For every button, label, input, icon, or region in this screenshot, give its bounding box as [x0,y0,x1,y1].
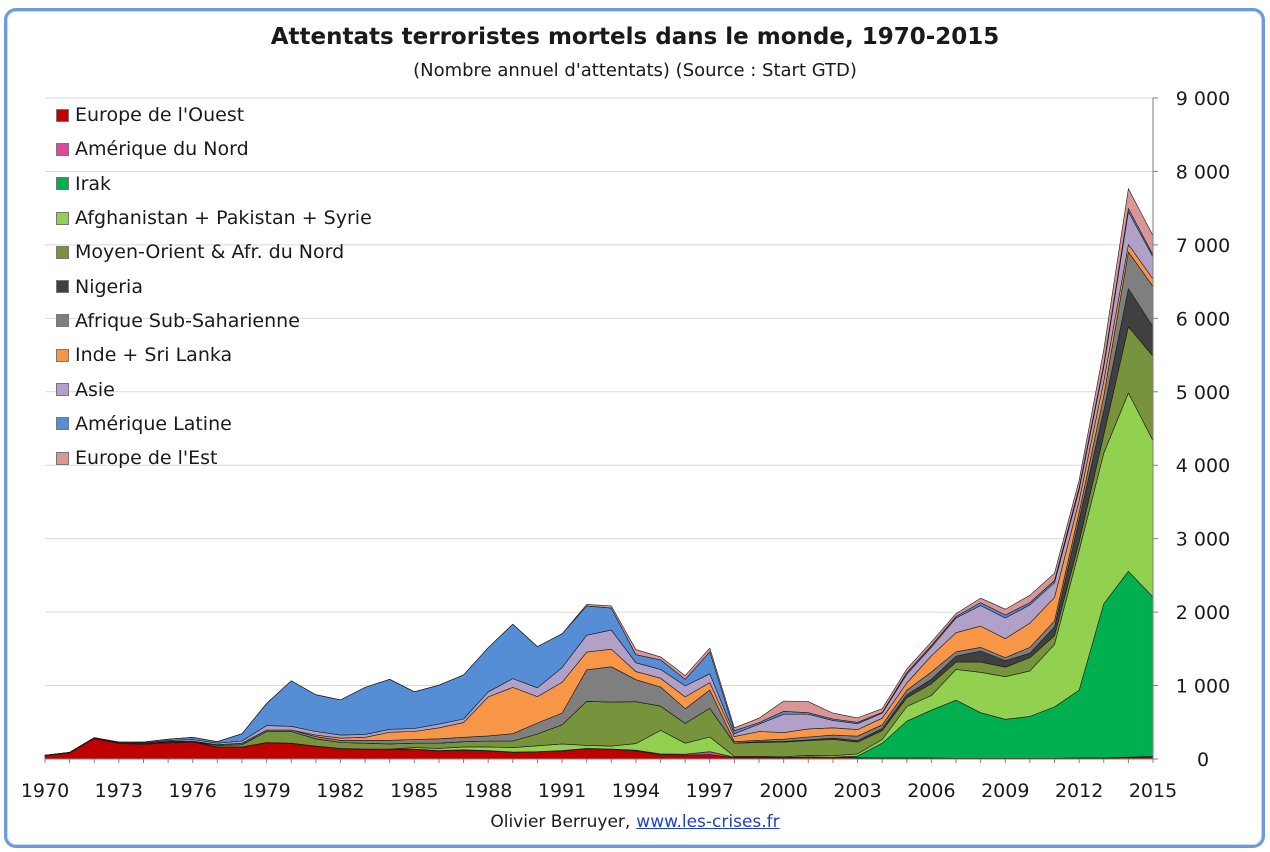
legend-swatch [56,383,69,397]
chart-footer: Olivier Berruyer, www.les-crises.fr [0,812,1270,832]
legend-swatch [56,211,69,225]
legend-item: Europe de l'Est [56,441,372,475]
legend-swatch [56,108,69,122]
legend-swatch [56,417,69,431]
x-tick-label: 2000 [759,780,807,802]
source-link[interactable]: www.les-crises.fr [636,812,780,832]
x-tick-label: 1991 [538,780,586,802]
legend-item: Afghanistan + Pakistan + Syrie [56,201,372,235]
chart-legend: Europe de l'Ouest Amérique du Nord Irak Afg… [56,98,372,475]
legend-label: Afghanistan + Pakistan + Syrie [75,207,372,230]
x-tick-label: 1979 [242,780,290,802]
legend-item: Inde + Sri Lanka [56,338,372,372]
legend-swatch [56,280,69,294]
y-tick-label: 8 000 [1176,161,1230,183]
legend-label: Inde + Sri Lanka [75,344,233,367]
x-tick-label: 1988 [464,780,512,802]
y-tick-label: 0 [1197,749,1209,771]
chart-subtitle: (Nombre annuel d'attentats) (Source : St… [413,60,857,81]
legend-item: Afrique Sub-Saharienne [56,304,372,338]
legend-swatch [56,177,69,191]
y-tick-label: 3 000 [1176,529,1230,551]
legend-label: Irak [75,172,112,195]
legend-swatch [56,142,69,156]
chart-title: Attentats terroristes mortels dans le mo… [270,24,1000,50]
x-tick-label: 2006 [907,780,955,802]
legend-label: Asie [75,378,115,401]
x-tick-label: 1976 [169,780,217,802]
legend-swatch [56,245,69,259]
y-tick-label: 2 000 [1176,602,1230,624]
y-tick-label: 6 000 [1176,308,1230,330]
legend-item: Asie [56,372,372,406]
x-tick-label: 1970 [21,780,69,802]
legend-label: Europe de l'Est [75,447,218,470]
legend-label: Nigeria [75,275,143,298]
y-tick-label: 4 000 [1176,455,1230,477]
y-tick-label: 9 000 [1176,88,1230,110]
legend-label: Europe de l'Ouest [75,104,245,127]
legend-label: Afrique Sub-Saharienne [75,309,300,332]
legend-swatch [56,314,69,328]
y-tick-label: 1 000 [1176,676,1230,698]
legend-item: Amérique Latine [56,407,372,441]
legend-label: Amérique du Nord [75,138,249,161]
x-tick-label: 1997 [686,780,734,802]
x-tick-label: 2015 [1129,780,1177,802]
x-tick-label: 1973 [95,780,143,802]
legend-item: Nigeria [56,269,372,303]
x-tick-label: 2003 [833,780,881,802]
legend-item: Moyen-Orient & Afr. du Nord [56,235,372,269]
legend-label: Amérique Latine [75,412,232,435]
legend-item: Europe de l'Ouest [56,98,372,132]
author-credit: Olivier Berruyer, [490,812,631,832]
legend-swatch [56,451,69,465]
x-tick-label: 2009 [981,780,1029,802]
legend-item: Amérique du Nord [56,132,372,166]
legend-item: Irak [56,167,372,201]
x-tick-label: 1994 [612,780,660,802]
x-tick-label: 1982 [316,780,364,802]
legend-label: Moyen-Orient & Afr. du Nord [75,241,345,264]
x-tick-label: 2012 [1055,780,1103,802]
x-tick-label: 1985 [390,780,438,802]
y-tick-label: 7 000 [1176,235,1230,257]
legend-swatch [56,348,69,362]
y-tick-label: 5 000 [1176,382,1230,404]
